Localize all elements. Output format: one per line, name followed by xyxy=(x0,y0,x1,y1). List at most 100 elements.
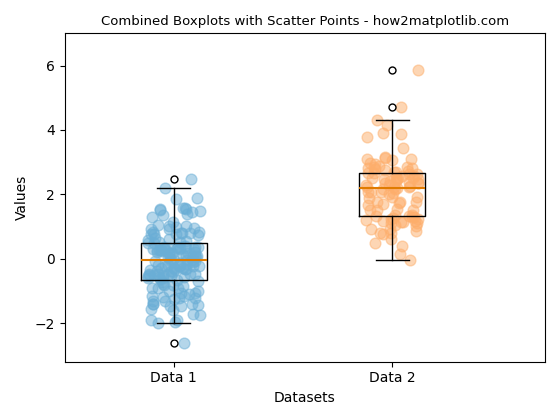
Point xyxy=(192,253,200,260)
Point xyxy=(410,218,419,224)
Point xyxy=(180,265,189,272)
Point xyxy=(396,199,405,205)
Point xyxy=(193,252,202,259)
Point xyxy=(171,318,180,325)
Point xyxy=(386,229,395,236)
Point xyxy=(363,189,372,196)
Point xyxy=(148,246,157,252)
Point xyxy=(405,213,414,220)
Point xyxy=(390,169,399,176)
Point xyxy=(372,116,381,123)
Point xyxy=(153,261,162,268)
Point xyxy=(364,170,373,177)
Point xyxy=(191,295,200,302)
Point xyxy=(144,240,153,247)
Point xyxy=(184,250,193,257)
Point xyxy=(160,245,169,252)
Point xyxy=(159,212,168,218)
Point xyxy=(175,239,184,246)
Point xyxy=(362,216,371,223)
Point xyxy=(147,230,156,237)
Point xyxy=(409,174,418,181)
Point xyxy=(172,277,181,284)
Point xyxy=(185,291,194,298)
Point xyxy=(405,256,414,263)
Point xyxy=(154,285,163,291)
Point xyxy=(396,218,405,225)
Point xyxy=(414,180,423,186)
Point xyxy=(146,317,155,324)
Point xyxy=(148,300,157,307)
Point xyxy=(174,244,183,250)
Point xyxy=(177,230,186,236)
Point xyxy=(169,218,178,225)
Point xyxy=(182,266,191,273)
Point xyxy=(379,186,388,193)
Point xyxy=(413,179,422,186)
Point xyxy=(156,206,165,213)
X-axis label: Datasets: Datasets xyxy=(274,391,335,405)
Point xyxy=(385,191,394,197)
Point xyxy=(379,231,388,238)
Point xyxy=(181,205,190,212)
Point xyxy=(178,282,187,289)
Point xyxy=(149,239,158,246)
Point xyxy=(156,276,165,283)
Point xyxy=(171,224,180,231)
Point xyxy=(402,163,411,170)
Point xyxy=(143,273,152,279)
Point xyxy=(386,235,395,242)
Point xyxy=(190,243,199,250)
Point xyxy=(404,171,413,177)
Point xyxy=(363,184,372,190)
Point xyxy=(156,247,165,254)
Point xyxy=(388,193,397,200)
Point xyxy=(167,249,176,256)
Point xyxy=(190,252,199,259)
Point xyxy=(151,257,160,264)
Point xyxy=(171,196,180,202)
Point xyxy=(405,183,414,189)
Point xyxy=(163,248,172,255)
Point xyxy=(398,173,407,179)
Point xyxy=(175,263,184,270)
Point xyxy=(364,202,373,208)
Point xyxy=(153,249,162,256)
Point xyxy=(173,245,182,252)
Point xyxy=(408,214,417,220)
Point xyxy=(161,185,170,192)
Point xyxy=(146,305,155,312)
Point xyxy=(408,212,417,219)
Point xyxy=(155,247,164,254)
Point xyxy=(168,256,177,262)
Point xyxy=(195,312,204,319)
Point xyxy=(366,226,375,232)
Point xyxy=(148,298,157,305)
Point xyxy=(169,281,178,288)
Point xyxy=(414,215,423,222)
Point xyxy=(392,175,401,181)
Point xyxy=(144,272,153,279)
Point xyxy=(165,252,174,259)
Point xyxy=(405,178,414,185)
Point xyxy=(194,229,203,236)
Point xyxy=(190,258,199,265)
Point xyxy=(366,189,375,196)
Point xyxy=(412,199,421,205)
Point xyxy=(146,266,155,273)
Point xyxy=(166,255,175,262)
Point xyxy=(413,67,422,74)
Point xyxy=(180,293,189,300)
Point xyxy=(388,157,396,164)
Point xyxy=(174,285,183,291)
Point xyxy=(183,260,192,267)
Point xyxy=(380,180,389,186)
Point xyxy=(371,160,380,167)
Point xyxy=(147,285,156,291)
Point xyxy=(144,270,153,277)
Point xyxy=(379,201,388,208)
Point xyxy=(180,273,189,280)
Point xyxy=(391,178,400,185)
Point xyxy=(165,236,174,242)
Point xyxy=(175,246,184,252)
